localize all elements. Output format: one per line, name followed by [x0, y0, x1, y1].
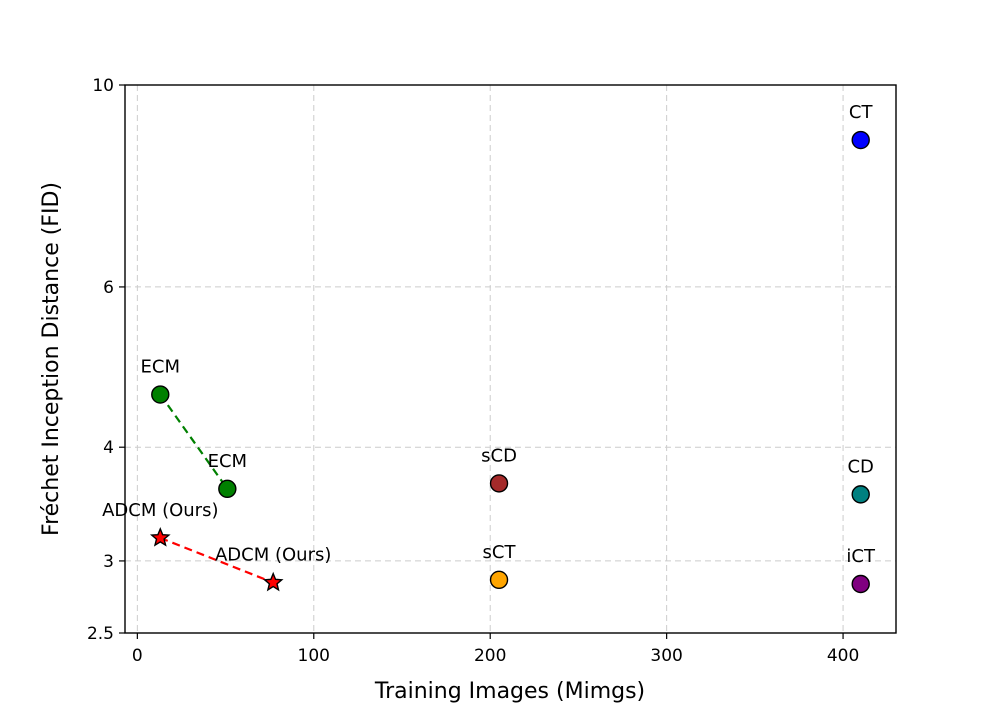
point-layer [149, 130, 870, 594]
plot-frame [124, 84, 897, 634]
data-point-circle [151, 385, 170, 404]
x-tick-label: 300 [650, 646, 682, 666]
data-point-star [149, 527, 171, 547]
data-point-star [262, 571, 284, 592]
data-point-circle [851, 130, 870, 150]
y-tick-label: 3 [103, 552, 114, 572]
data-point-circle [489, 570, 509, 590]
y-axis-label: Fréchet Inception Distance (FID) [39, 182, 64, 536]
y-tick-label: 4 [103, 438, 114, 458]
data-point-label: ADCM (Ours) [215, 545, 331, 566]
data-point-label: CT [849, 102, 874, 123]
data-point-label: ECM [208, 451, 247, 472]
data-point-label: iCT [846, 546, 876, 567]
data-point-label: sCT [483, 542, 517, 563]
y-tick-label: 10 [92, 76, 114, 96]
data-point-circle [489, 474, 509, 493]
data-point-label: CD [847, 456, 873, 477]
data-point-label: ECM [141, 357, 180, 378]
x-tick-label: 0 [132, 646, 143, 666]
series-connector-line [159, 393, 229, 490]
data-point-circle [851, 485, 870, 504]
x-axis-label: Training Images (Mimgs) [374, 679, 645, 704]
data-point-circle [218, 479, 237, 499]
data-point-circle [851, 574, 870, 594]
tick-layer: 0 100 200 300 400 2.5 3 4 6 10 [87, 76, 859, 666]
x-tick-label: 200 [474, 646, 506, 666]
series-connector-line [159, 536, 274, 584]
y-tick-label: 6 [103, 278, 114, 298]
y-tick-label: 2.5 [87, 624, 114, 644]
x-tick-label: 400 [827, 646, 859, 666]
point-label-layer: CT ECM ECM sCD CD ADCM (Ours) ADCM (Ours) sCT iC… [102, 102, 876, 567]
x-tick-label: 100 [298, 646, 330, 666]
data-point-label: sCD [481, 445, 517, 466]
data-point-label: ADCM (Ours) [102, 500, 218, 521]
connector-layer [159, 393, 274, 584]
